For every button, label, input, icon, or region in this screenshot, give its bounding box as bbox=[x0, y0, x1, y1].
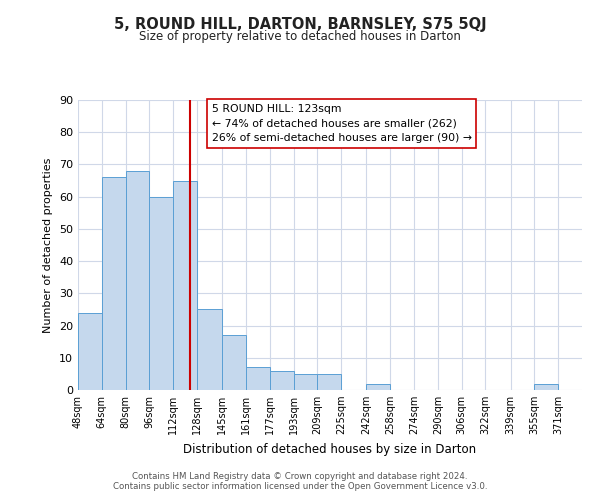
Bar bbox=[246, 368, 270, 390]
Bar bbox=[197, 310, 222, 390]
Bar bbox=[367, 384, 390, 390]
X-axis label: Distribution of detached houses by size in Darton: Distribution of detached houses by size … bbox=[184, 442, 476, 456]
Bar bbox=[270, 370, 293, 390]
Bar bbox=[317, 374, 341, 390]
Text: 5 ROUND HILL: 123sqm
← 74% of detached houses are smaller (262)
26% of semi-deta: 5 ROUND HILL: 123sqm ← 74% of detached h… bbox=[212, 104, 472, 143]
Y-axis label: Number of detached properties: Number of detached properties bbox=[43, 158, 53, 332]
Text: Contains public sector information licensed under the Open Government Licence v3: Contains public sector information licen… bbox=[113, 482, 487, 491]
Text: Contains HM Land Registry data © Crown copyright and database right 2024.: Contains HM Land Registry data © Crown c… bbox=[132, 472, 468, 481]
Bar bbox=[125, 171, 149, 390]
Bar bbox=[102, 178, 125, 390]
Bar bbox=[222, 335, 246, 390]
Bar bbox=[173, 180, 197, 390]
Text: Size of property relative to detached houses in Darton: Size of property relative to detached ho… bbox=[139, 30, 461, 43]
Text: 5, ROUND HILL, DARTON, BARNSLEY, S75 5QJ: 5, ROUND HILL, DARTON, BARNSLEY, S75 5QJ bbox=[113, 18, 487, 32]
Bar bbox=[535, 384, 558, 390]
Bar bbox=[149, 196, 173, 390]
Bar bbox=[78, 312, 102, 390]
Bar bbox=[293, 374, 317, 390]
